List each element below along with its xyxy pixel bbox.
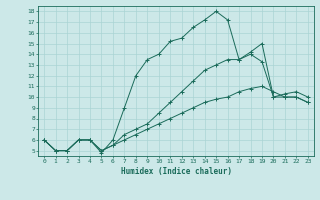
X-axis label: Humidex (Indice chaleur): Humidex (Indice chaleur)	[121, 167, 231, 176]
